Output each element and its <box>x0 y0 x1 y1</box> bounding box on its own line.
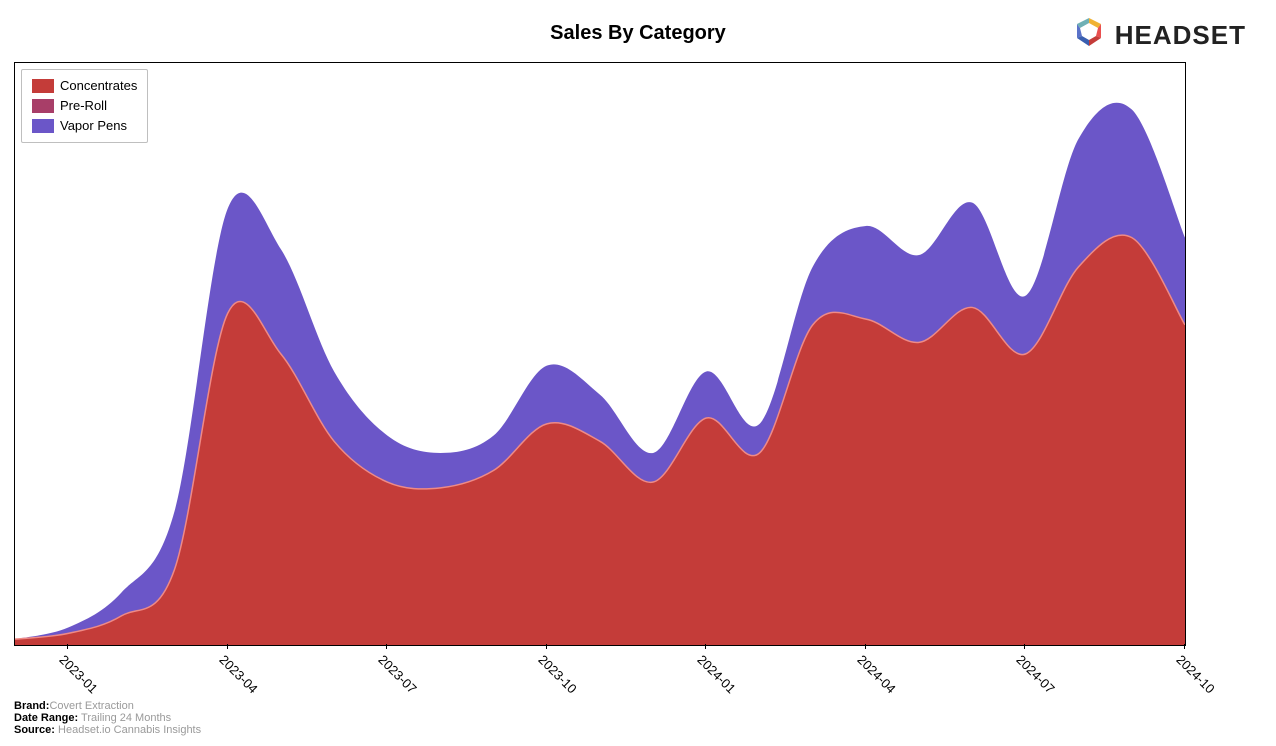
legend: ConcentratesPre-RollVapor Pens <box>21 69 148 143</box>
x-tick-mark <box>227 644 228 649</box>
x-tick-mark <box>705 644 706 649</box>
x-tick-label: 2024-01 <box>695 652 739 696</box>
footer-date-range: Date Range: Trailing 24 Months <box>14 712 201 724</box>
x-tick-mark <box>1184 644 1185 649</box>
x-tick-label: 2024-10 <box>1173 652 1217 696</box>
footer-source: Source: Headset.io Cannabis Insights <box>14 724 201 736</box>
legend-label: Vapor Pens <box>60 116 127 136</box>
x-tick-label: 2023-04 <box>216 652 260 696</box>
headset-logo: HEADSET <box>1071 14 1246 57</box>
headset-logo-icon <box>1071 14 1107 57</box>
x-tick-label: 2024-04 <box>854 652 898 696</box>
x-tick-mark <box>67 644 68 649</box>
x-tick-mark <box>865 644 866 649</box>
legend-item: Concentrates <box>32 76 137 96</box>
legend-swatch <box>32 119 54 133</box>
footer-brand: Brand:Covert Extraction <box>14 700 201 712</box>
x-tick-mark <box>546 644 547 649</box>
x-tick-label: 2024-07 <box>1014 652 1058 696</box>
area-chart: ConcentratesPre-RollVapor Pens <box>14 62 1186 646</box>
legend-swatch <box>32 99 54 113</box>
x-tick-mark <box>386 644 387 649</box>
x-tick-label: 2023-07 <box>376 652 420 696</box>
chart-footer: Brand:Covert Extraction Date Range: Trai… <box>14 700 201 736</box>
legend-label: Pre-Roll <box>60 96 107 116</box>
legend-item: Vapor Pens <box>32 116 137 136</box>
headset-logo-text: HEADSET <box>1115 20 1246 51</box>
legend-swatch <box>32 79 54 93</box>
x-tick-label: 2023-01 <box>57 652 101 696</box>
legend-label: Concentrates <box>60 76 137 96</box>
x-tick-label: 2023-10 <box>535 652 579 696</box>
area-chart-svg <box>15 63 1185 645</box>
x-tick-mark <box>1024 644 1025 649</box>
legend-item: Pre-Roll <box>32 96 137 116</box>
